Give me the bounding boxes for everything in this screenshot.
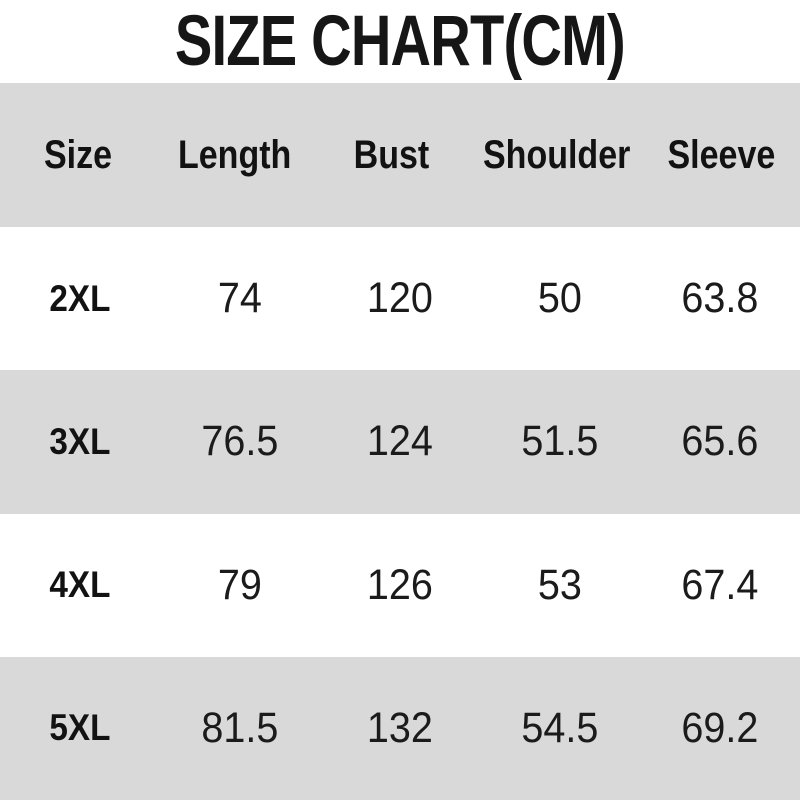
table-header-row: Size Length Bust Shoulder Sleeve (0, 83, 800, 227)
length-value: 76.5 (201, 417, 279, 466)
cell-length: 74 (160, 274, 320, 323)
shoulder-value: 53 (537, 560, 583, 609)
shoulder-value: 50 (537, 274, 583, 323)
column-header-shoulder: Shoulder (470, 133, 643, 178)
column-header-shoulder-label: Shoulder (482, 132, 631, 177)
length-value: 81.5 (201, 703, 279, 752)
cell-shoulder: 50 (480, 274, 640, 323)
cell-bust: 132 (320, 704, 480, 753)
bust-value: 126 (366, 560, 434, 609)
cell-sleeve: 67.4 (640, 561, 800, 610)
table-row: 2XL 74 120 50 63.8 (0, 227, 800, 370)
cell-shoulder: 51.5 (480, 417, 640, 466)
cell-shoulder: 54.5 (480, 704, 640, 753)
size-value: 3XL (49, 420, 111, 462)
size-value: 2XL (49, 277, 111, 319)
cell-size: 5XL (0, 707, 160, 749)
column-header-sleeve-label: Sleeve (667, 132, 776, 177)
cell-size: 4XL (0, 564, 160, 606)
cell-sleeve: 69.2 (640, 704, 800, 753)
column-header-sleeve: Sleeve (643, 133, 800, 178)
size-value: 5XL (49, 707, 111, 749)
column-header-length-label: Length (178, 132, 292, 177)
column-header-bust: Bust (313, 133, 470, 178)
cell-length: 79 (160, 561, 320, 610)
title-band: SIZE CHART(CM) (0, 0, 800, 83)
cell-shoulder: 53 (480, 561, 640, 610)
length-value: 79 (217, 560, 263, 609)
column-header-size-label: Size (44, 132, 113, 177)
column-header-size: Size (0, 133, 157, 178)
sleeve-value: 69.2 (681, 703, 759, 752)
column-header-bust-label: Bust (353, 132, 430, 177)
sleeve-value: 65.6 (681, 417, 759, 466)
cell-bust: 120 (320, 274, 480, 323)
shoulder-value: 51.5 (521, 417, 599, 466)
bust-value: 132 (366, 703, 434, 752)
cell-sleeve: 63.8 (640, 274, 800, 323)
column-header-length: Length (157, 133, 314, 178)
cell-bust: 124 (320, 417, 480, 466)
length-value: 74 (217, 274, 263, 323)
cell-bust: 126 (320, 561, 480, 610)
sleeve-value: 63.8 (681, 274, 759, 323)
cell-length: 81.5 (160, 704, 320, 753)
bust-value: 120 (366, 274, 434, 323)
shoulder-value: 54.5 (521, 703, 599, 752)
size-value: 4XL (49, 564, 111, 606)
sleeve-value: 67.4 (681, 560, 759, 609)
table-row: 4XL 79 126 53 67.4 (0, 514, 800, 657)
page-title: SIZE CHART(CM) (174, 2, 626, 81)
table-row: 5XL 81.5 132 54.5 69.2 (0, 656, 800, 800)
cell-sleeve: 65.6 (640, 417, 800, 466)
table-row: 3XL 76.5 124 51.5 65.6 (0, 370, 800, 514)
cell-size: 3XL (0, 421, 160, 463)
bust-value: 124 (366, 417, 434, 466)
cell-length: 76.5 (160, 417, 320, 466)
cell-size: 2XL (0, 278, 160, 320)
